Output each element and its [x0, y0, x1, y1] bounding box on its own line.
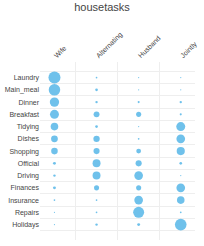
- svg-text:Dishes: Dishes: [18, 135, 40, 142]
- svg-text:Jointly: Jointly: [179, 40, 199, 60]
- svg-text:Official: Official: [18, 160, 40, 167]
- svg-text:Wife: Wife: [53, 44, 68, 59]
- svg-text:housetasks: housetasks: [74, 1, 130, 13]
- svg-text:Alternating: Alternating: [95, 31, 124, 60]
- svg-text:Tidying: Tidying: [17, 123, 39, 131]
- svg-text:Dinner: Dinner: [18, 99, 39, 106]
- svg-text:Finances: Finances: [11, 184, 40, 191]
- svg-text:Main_meal: Main_meal: [5, 86, 40, 94]
- svg-text:Holidays: Holidays: [12, 221, 39, 229]
- svg-text:Driving: Driving: [17, 172, 39, 180]
- svg-text:Shopping: Shopping: [9, 148, 39, 156]
- svg-text:Insurance: Insurance: [8, 197, 39, 204]
- svg-text:Repairs: Repairs: [15, 209, 40, 217]
- svg-text:Laundry: Laundry: [14, 74, 40, 82]
- svg-text:Breakfast: Breakfast: [9, 111, 39, 118]
- svg-text:Husband: Husband: [137, 34, 162, 59]
